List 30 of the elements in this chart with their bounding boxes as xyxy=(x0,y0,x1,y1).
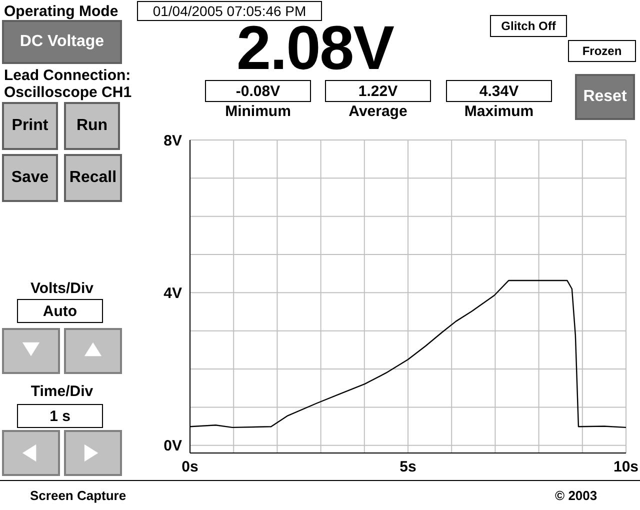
text: Volts/Div xyxy=(29,279,95,297)
x-tick-label: 5s xyxy=(400,458,416,476)
text: Lead Connection: xyxy=(4,66,132,84)
text: Oscilloscope CH1 xyxy=(4,83,133,101)
y-tick-label: 8V xyxy=(164,132,182,150)
text: Auto xyxy=(17,299,103,323)
text: Frozen xyxy=(568,40,636,62)
y-tick-label: 4V xyxy=(164,285,182,302)
text: 01/04/2005 07:05:46 PM xyxy=(137,1,322,21)
text: Operating Mode xyxy=(4,2,120,20)
text: -0.08V xyxy=(205,80,311,102)
text: Average xyxy=(348,102,408,120)
text: Screen Capture xyxy=(30,486,128,504)
button: Recall xyxy=(64,154,122,202)
text: 1 s xyxy=(17,404,103,428)
text: © 2003 xyxy=(555,486,598,504)
x-tick-label: 0s xyxy=(182,458,198,476)
button: DC Voltage xyxy=(2,20,122,64)
text: Time/Div xyxy=(30,382,94,400)
y-tick-label: 0V xyxy=(164,438,182,455)
button: Print xyxy=(2,102,58,150)
text: Minimum xyxy=(224,102,292,120)
x-tick-label: 10s xyxy=(613,458,639,476)
button: Run xyxy=(64,102,120,150)
text: 4.34V xyxy=(446,80,552,102)
text: Maximum xyxy=(463,102,535,120)
text: Glitch Off xyxy=(490,15,567,37)
button: Reset xyxy=(575,74,635,120)
text: 1.22V xyxy=(325,80,431,102)
button: Save xyxy=(2,154,58,202)
